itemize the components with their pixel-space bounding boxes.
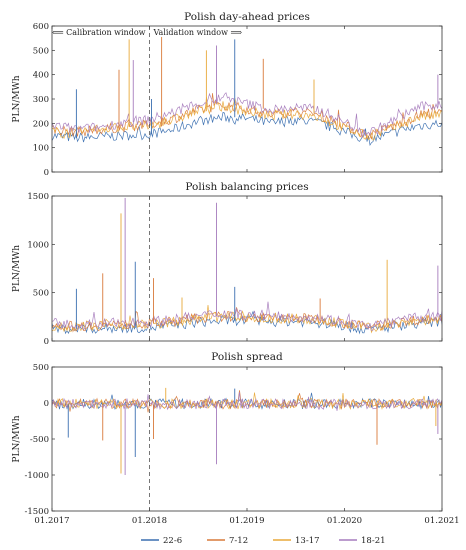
series-group bbox=[52, 36, 442, 146]
series-group bbox=[52, 197, 442, 335]
legend-label: 18-21 bbox=[361, 536, 386, 546]
x-tick-label: 01.2017 bbox=[34, 516, 69, 526]
validation-annotation: Validation window ⟹ bbox=[153, 28, 243, 37]
series-line-13-17 bbox=[52, 304, 442, 334]
y-tick-label: 1000 bbox=[27, 240, 49, 250]
y-axis-label: PLN/MWh bbox=[12, 415, 22, 462]
y-axis-label: PLN/MWh bbox=[12, 75, 22, 122]
y-tick-label: 0 bbox=[44, 399, 49, 409]
axes-frame bbox=[51, 195, 443, 342]
y-tick-label: -500 bbox=[30, 435, 49, 445]
y-tick-label: 0 bbox=[44, 337, 49, 347]
y-tick-label: 500 bbox=[33, 289, 49, 299]
calibration-annotation: ⟸ Calibration window bbox=[52, 28, 146, 37]
series-line-22-6 bbox=[52, 111, 442, 146]
y-tick-label: 500 bbox=[33, 46, 49, 56]
panel-title: Polish balancing prices bbox=[185, 181, 308, 193]
legend-label: 22-6 bbox=[163, 536, 182, 546]
panel-2: Polish balancing prices PLN/MWh 0 500 1000 15… bbox=[12, 181, 443, 347]
legend-label: 7-12 bbox=[229, 536, 248, 546]
legend: 22-6 7-12 13-17 18-21 bbox=[141, 536, 386, 546]
x-tick-label: 01.2018 bbox=[132, 516, 167, 526]
series-line-13-17 bbox=[52, 392, 442, 411]
series-line-22-6 bbox=[52, 310, 442, 335]
legend-label: 13-17 bbox=[295, 536, 320, 546]
axes-frame bbox=[51, 366, 443, 512]
x-tick-label: 01.2020 bbox=[327, 516, 362, 526]
series-line-18-21 bbox=[52, 92, 442, 138]
y-tick-label: 500 bbox=[33, 363, 49, 373]
y-tick-label: 300 bbox=[33, 95, 49, 105]
y-tick-label: 400 bbox=[33, 71, 49, 81]
panel-title: Polish day-ahead prices bbox=[184, 11, 310, 23]
panel-1: Polish day-ahead prices PLN/MWh 0 100 200 300… bbox=[12, 11, 443, 178]
y-tick-label: 100 bbox=[33, 144, 49, 154]
y-tick-label: -1500 bbox=[24, 507, 49, 517]
y-tick-label: -1000 bbox=[24, 471, 49, 481]
y-tick-label: 0 bbox=[44, 168, 49, 178]
y-tick-label: 600 bbox=[33, 22, 49, 32]
axes-frame bbox=[51, 25, 443, 173]
y-axis-label: PLN/MWh bbox=[12, 245, 22, 292]
y-tick-label: 1500 bbox=[27, 192, 49, 202]
panel-title: Polish spread bbox=[211, 351, 283, 363]
series-group bbox=[52, 387, 442, 475]
x-tick-label: 01.2021 bbox=[424, 516, 459, 526]
series-line-13-17 bbox=[52, 96, 442, 141]
panel-3: Polish spread PLN/MWh -1500 -1000 -500 0 500 bbox=[12, 351, 443, 517]
series-line-18-21 bbox=[52, 301, 442, 331]
y-tick-label: 200 bbox=[33, 119, 49, 129]
x-tick-label: 01.2019 bbox=[229, 516, 264, 526]
